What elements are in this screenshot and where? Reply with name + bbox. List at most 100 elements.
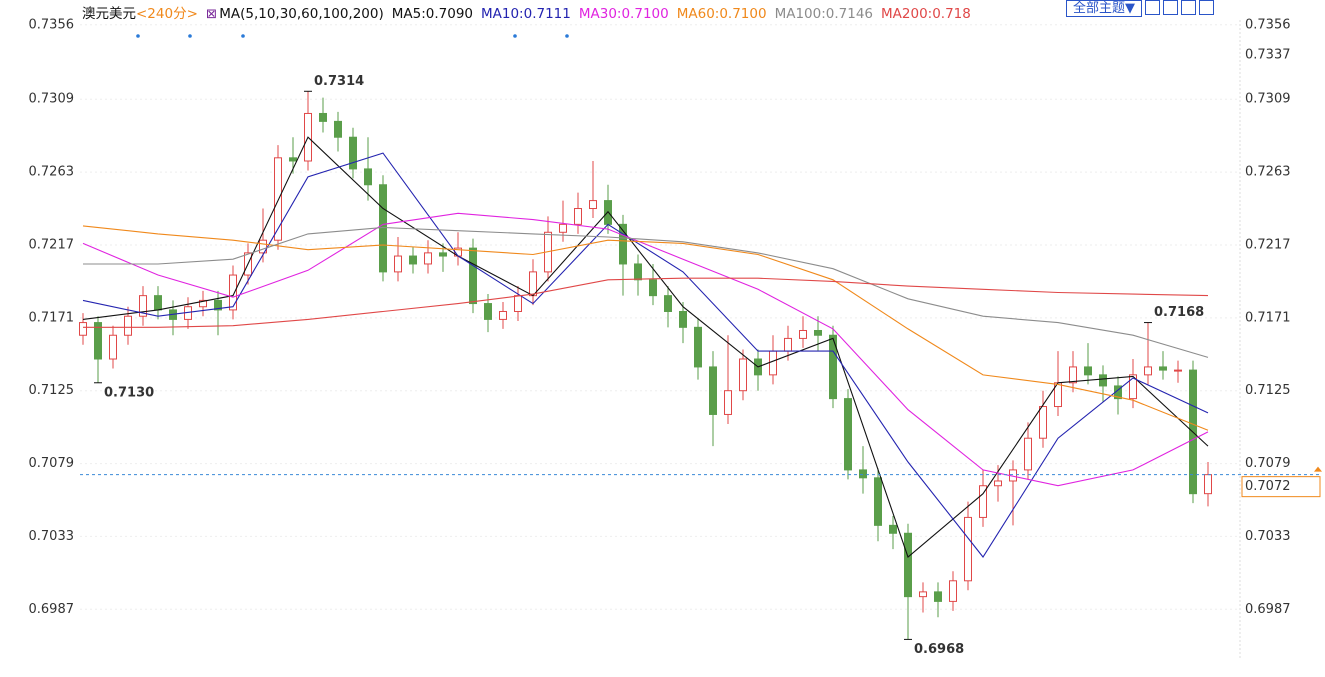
candle-body (229, 274, 237, 311)
candle-body (859, 469, 867, 479)
candle-body (694, 326, 702, 368)
candle-body (499, 310, 507, 320)
signal-dot (136, 34, 140, 38)
y-tick-label-right: 0.7309 (1245, 92, 1291, 107)
candle-body (1174, 369, 1182, 372)
candle-body (634, 263, 642, 281)
ma-line (83, 277, 1209, 328)
candle-body (814, 329, 822, 336)
tool-icon[interactable] (1145, 0, 1160, 15)
ma-icon[interactable]: ⊠ (205, 6, 218, 22)
ma-line (82, 225, 1209, 431)
candle-body (1069, 366, 1077, 384)
candle-body (589, 200, 597, 210)
y-tick-label-right: 0.7217 (1245, 237, 1291, 252)
ma-line (82, 212, 1209, 487)
period[interactable]: <240分> (136, 6, 198, 22)
y-tick-label-right: 0.7079 (1245, 456, 1291, 471)
candle-body (1129, 374, 1137, 400)
candle-body (1084, 366, 1092, 376)
candle-body (649, 279, 657, 297)
candle-body (154, 295, 162, 311)
y-tick-label-right: 0.7033 (1245, 529, 1291, 544)
candle-body (949, 580, 957, 602)
candle-body (394, 255, 402, 273)
candle-body (874, 477, 882, 526)
candle-body (574, 208, 582, 225)
candle-body (1159, 366, 1167, 371)
candle-body (919, 591, 927, 598)
candle-body (904, 532, 912, 598)
tool-icon[interactable] (1181, 0, 1196, 15)
y-tick-label-right: 0.7356 (1245, 17, 1291, 32)
ma-line (82, 152, 1209, 558)
last-price-label: 0.7072 (1245, 479, 1291, 494)
candle-body (619, 223, 627, 265)
toolbar: 全部主题▼ (1066, 0, 1214, 17)
ma-label: MA(5,10,30,60,100,200) (219, 6, 384, 22)
legend-entry: MA200:0.718 (881, 6, 971, 22)
candle-body (1144, 366, 1152, 376)
candle-body (1039, 406, 1047, 439)
candle-body (199, 299, 207, 308)
symbol: 澳元美元 (82, 6, 136, 22)
candle-body (334, 120, 342, 138)
candle-body (124, 315, 132, 336)
candle-body (259, 239, 267, 254)
candle-body (679, 310, 687, 328)
extreme-label: 0.7314 (314, 74, 364, 89)
ma-line (83, 226, 1209, 358)
candle-body (709, 366, 717, 415)
y-tick-label: 0.7171 (29, 310, 75, 325)
last-price-arrow (1314, 466, 1322, 472)
candle-body (424, 252, 432, 265)
candle-body (799, 329, 807, 339)
candle-body (469, 247, 477, 305)
extreme-label: 0.7130 (104, 385, 154, 400)
y-tick-label-right: 0.7171 (1245, 310, 1291, 325)
candle-body (139, 295, 147, 317)
candle-body (1204, 474, 1212, 495)
candle-body (379, 184, 387, 273)
signal-dot (188, 34, 192, 38)
candle-body (724, 390, 732, 415)
legend-entry: MA100:0.7146 (774, 6, 874, 22)
signal-dot (565, 34, 569, 38)
price-marker-label: 0.7337 (1245, 47, 1291, 62)
candle-body (889, 524, 897, 534)
candle-body (319, 112, 327, 122)
legend-entry: MA60:0.7100 (676, 6, 767, 22)
theme-button[interactable]: 全部主题▼ (1066, 0, 1142, 17)
y-tick-label: 0.7079 (29, 456, 75, 471)
extreme-label: 0.7168 (1154, 305, 1204, 320)
candle-body (214, 299, 222, 311)
candle-body (739, 358, 747, 392)
last-price-box (1241, 476, 1321, 498)
y-tick-label: 0.7033 (29, 529, 75, 544)
candle-body (289, 157, 297, 162)
candle-body (484, 303, 492, 320)
y-tick-label: 0.7356 (29, 17, 75, 32)
ma-line (82, 136, 1209, 558)
candle-body (349, 136, 357, 170)
y-tick-label: 0.6987 (29, 602, 75, 617)
legend-entry: MA30:0.7100 (578, 6, 669, 22)
candle-body (274, 157, 282, 241)
candle-body (1099, 374, 1107, 387)
candle-body (1024, 437, 1032, 471)
candle-body (769, 350, 777, 376)
candle-body (94, 322, 102, 360)
signal-dot (513, 34, 517, 38)
y-tick-label-right: 0.7263 (1245, 165, 1291, 180)
y-tick-label: 0.7263 (29, 165, 75, 180)
legend-entry: MA10:0.7111 (481, 6, 571, 22)
candle-body (784, 337, 792, 352)
legend: MA5:0.7090 MA10:0.7111 MA30:0.7100 MA60:0.7… (392, 6, 979, 22)
tool-icon[interactable] (1199, 0, 1214, 15)
candle-body (664, 295, 672, 312)
candle-body (964, 516, 972, 582)
candle-body (829, 334, 837, 400)
tool-icon[interactable] (1163, 0, 1178, 15)
